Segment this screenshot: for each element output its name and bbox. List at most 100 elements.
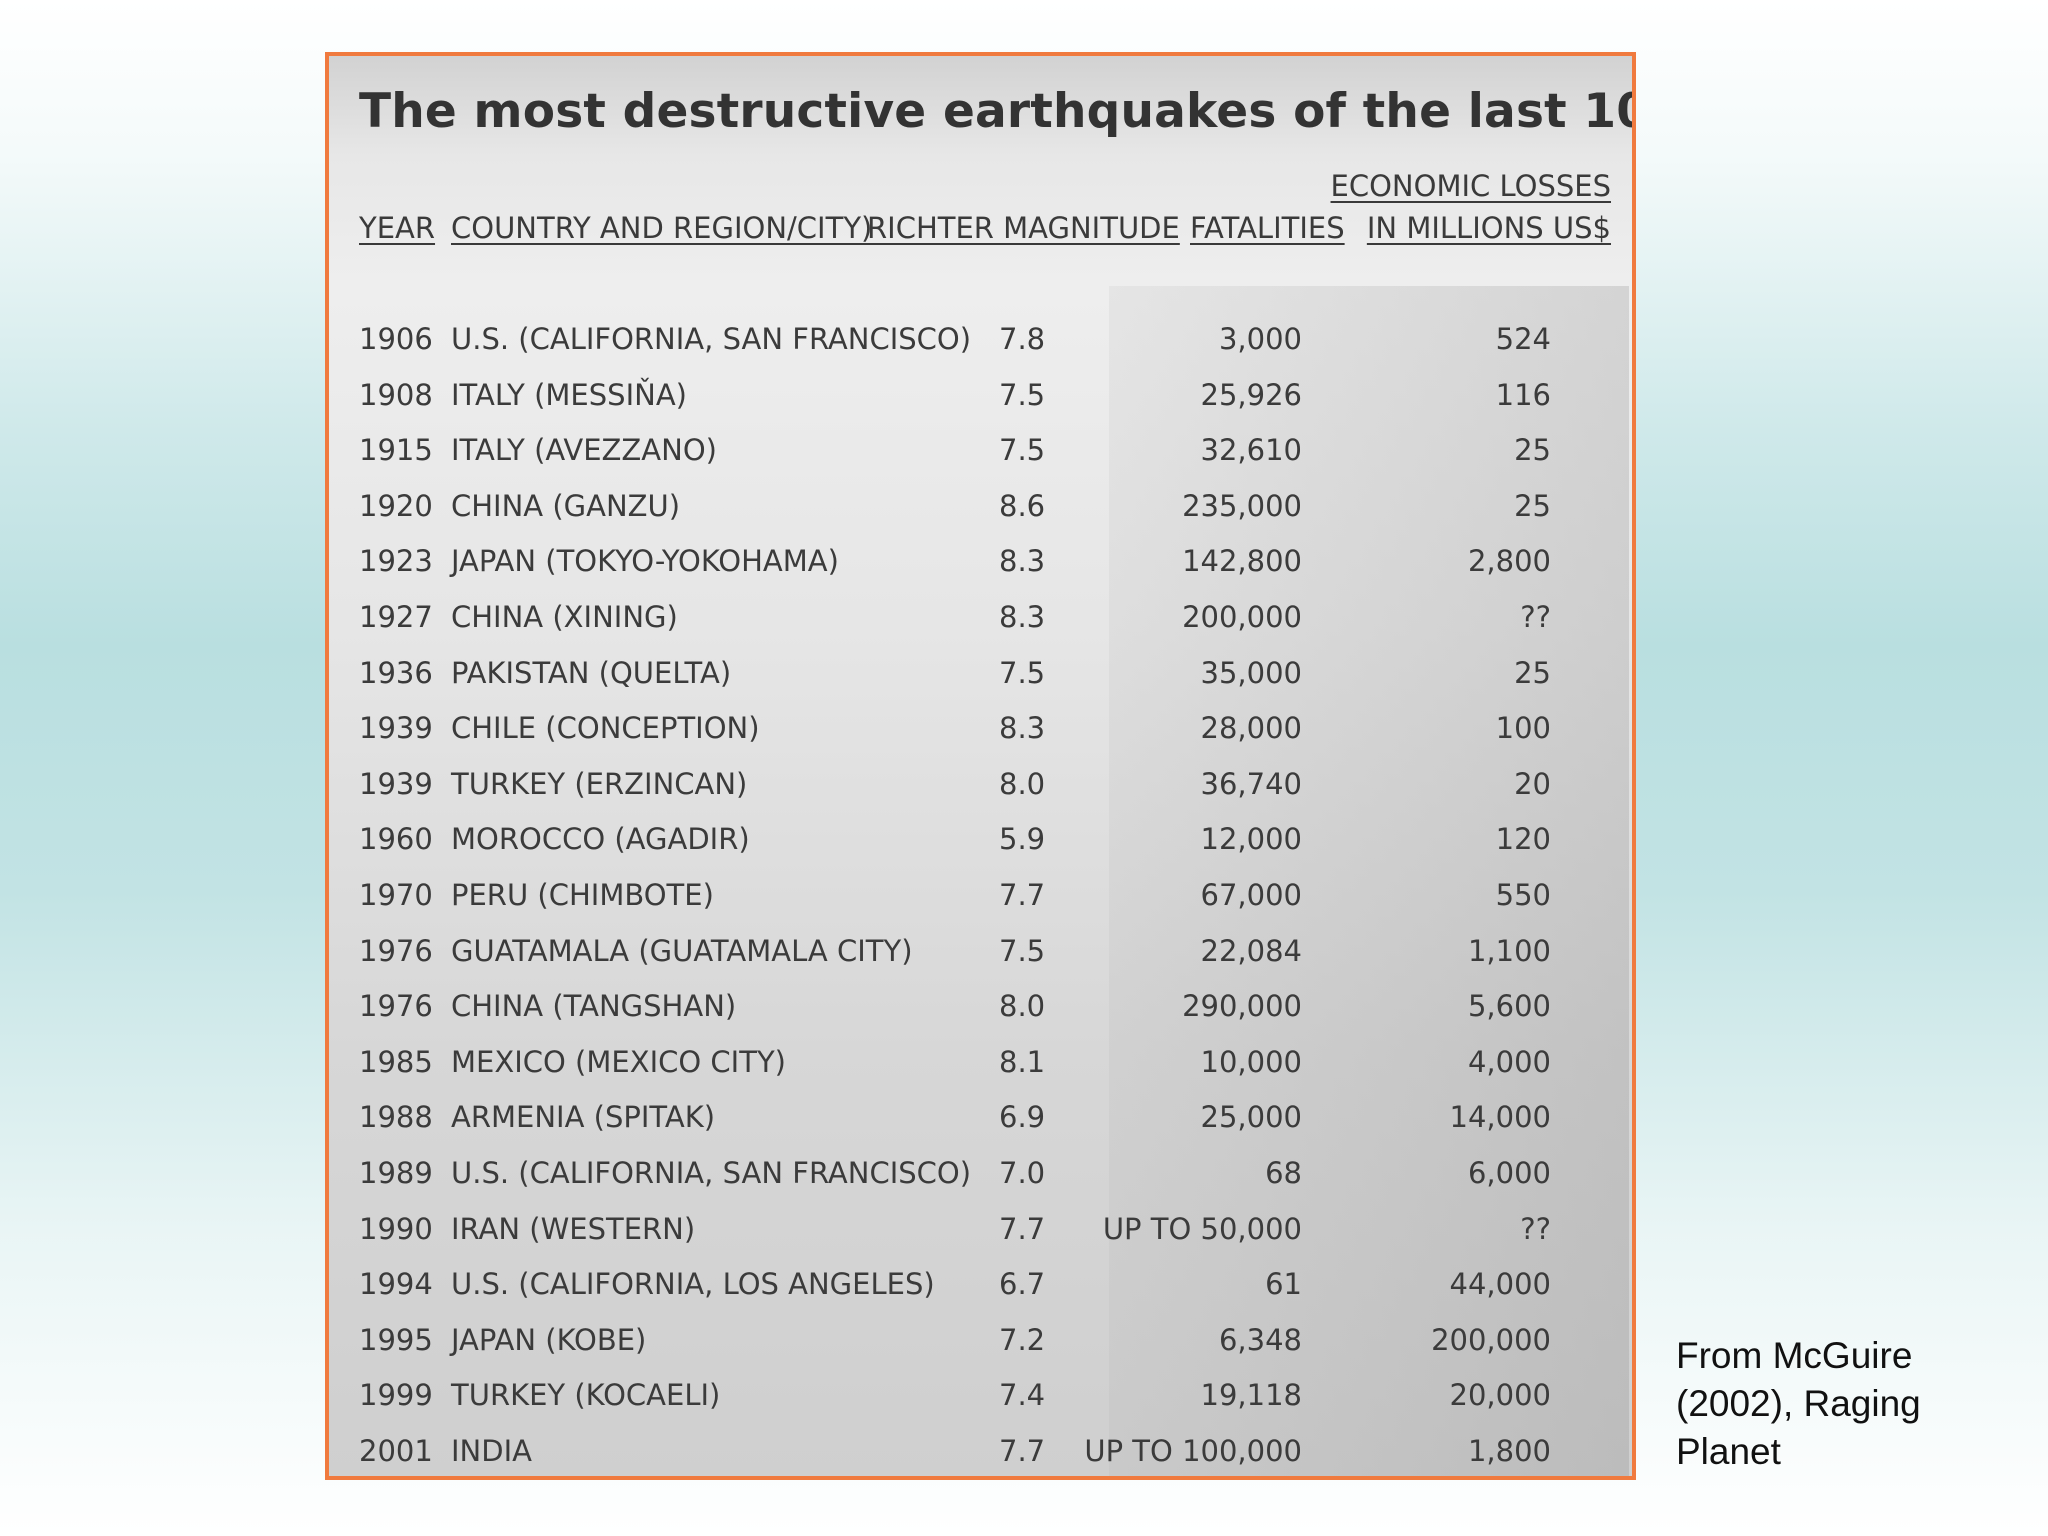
cell-year: 1985 bbox=[359, 1044, 433, 1079]
cell-magnitude: 7.0 bbox=[999, 1155, 1046, 1190]
cell-fatalities: 67,000 bbox=[1200, 877, 1302, 912]
cell-magnitude: 7.7 bbox=[999, 877, 1046, 912]
table-row: 1936 PAKISTAN (QUELTA) 7.5 35,000 25 bbox=[329, 646, 1632, 702]
cell-magnitude: 7.7 bbox=[999, 1211, 1046, 1246]
cell-year: 1939 bbox=[359, 711, 433, 746]
cell-magnitude: 6.9 bbox=[999, 1100, 1046, 1135]
cell-year: 1920 bbox=[359, 488, 433, 523]
cell-magnitude: 8.3 bbox=[999, 544, 1046, 579]
credit-line: (2002), Raging bbox=[1676, 1383, 1921, 1424]
cell-losses: 550 bbox=[1495, 877, 1551, 912]
cell-year: 1939 bbox=[359, 766, 433, 801]
table-row: 1906 U.S. (CALIFORNIA, SAN FRANCISCO) 7.8 3… bbox=[329, 312, 1632, 368]
cell-year: 1999 bbox=[359, 1378, 433, 1413]
cell-fatalities: 32,610 bbox=[1200, 433, 1302, 468]
table-row: 1995 JAPAN (KOBE) 7.2 6,348 200,000 bbox=[329, 1313, 1632, 1369]
cell-year: 1989 bbox=[359, 1155, 433, 1190]
cell-losses: 4,000 bbox=[1467, 1044, 1551, 1079]
cell-year: 1960 bbox=[359, 822, 433, 857]
cell-country: TURKEY (ERZINCAN) bbox=[451, 766, 748, 801]
cell-losses: 1,800 bbox=[1467, 1433, 1551, 1468]
table-row: 1989 U.S. (CALIFORNIA, SAN FRANCISCO) 7.0 6… bbox=[329, 1146, 1632, 1202]
cell-fatalities: 68 bbox=[1265, 1155, 1302, 1190]
cell-year: 1927 bbox=[359, 599, 433, 634]
cell-losses: ?? bbox=[1520, 1211, 1551, 1246]
cell-fatalities: 142,800 bbox=[1182, 544, 1302, 579]
cell-country: U.S. (CALIFORNIA, SAN FRANCISCO) bbox=[451, 1155, 972, 1190]
cell-magnitude: 7.4 bbox=[999, 1378, 1046, 1413]
cell-fatalities: 3,000 bbox=[1218, 322, 1302, 356]
cell-country: JAPAN (KOBE) bbox=[451, 1322, 647, 1357]
cell-country: CHINA (TANGSHAN) bbox=[451, 989, 737, 1024]
cell-year: 1936 bbox=[359, 655, 433, 690]
cell-year: 1990 bbox=[359, 1211, 433, 1246]
cell-fatalities: UP TO 100,000 bbox=[1084, 1433, 1302, 1468]
table-row: 1994 U.S. (CALIFORNIA, LOS ANGELES) 6.7 61 4… bbox=[329, 1257, 1632, 1313]
header-year: YEAR bbox=[359, 211, 436, 245]
table-row: 1939 TURKEY (ERZINCAN) 8.0 36,740 20 bbox=[329, 757, 1632, 813]
cell-fatalities: 290,000 bbox=[1182, 989, 1302, 1024]
table-row: 1908 ITALY (MESSIŇA) 7.5 25,926 116 bbox=[329, 368, 1632, 424]
cell-losses: 5,600 bbox=[1467, 989, 1551, 1024]
cell-magnitude: 8.0 bbox=[999, 766, 1046, 801]
table-title: The most destructive earthquakes of the … bbox=[359, 84, 1632, 139]
cell-fatalities: 35,000 bbox=[1200, 655, 1302, 690]
table-row: 1970 PERU (CHIMBOTE) 7.7 67,000 550 bbox=[329, 868, 1632, 924]
cell-magnitude: 7.5 bbox=[999, 933, 1046, 968]
cell-magnitude: 8.0 bbox=[999, 989, 1046, 1024]
cell-magnitude: 5.9 bbox=[999, 822, 1046, 857]
cell-fatalities: UP TO 50,000 bbox=[1102, 1211, 1302, 1246]
cell-year: 1988 bbox=[359, 1100, 433, 1135]
table-row: 1915 ITALY (AVEZZANO) 7.5 32,610 25 bbox=[329, 423, 1632, 479]
cell-fatalities: 6,348 bbox=[1218, 1322, 1302, 1357]
cell-magnitude: 6.7 bbox=[999, 1267, 1046, 1302]
cell-losses: 1,100 bbox=[1467, 933, 1551, 968]
header-magnitude: RICHTER MAGNITUDE bbox=[867, 211, 1180, 245]
cell-country: ARMENIA (SPITAK) bbox=[451, 1100, 716, 1135]
header-fatalities: FATALITIES bbox=[1190, 211, 1345, 245]
table-row: 1960 MOROCCO (AGADIR) 5.9 12,000 120 bbox=[329, 812, 1632, 868]
credit-line: From McGuire bbox=[1676, 1335, 1913, 1376]
cell-year: 2001 bbox=[359, 1433, 433, 1468]
cell-fatalities: 10,000 bbox=[1200, 1044, 1302, 1079]
cell-year: 1976 bbox=[359, 989, 433, 1024]
cell-losses: 116 bbox=[1495, 377, 1551, 412]
cell-fatalities: 12,000 bbox=[1200, 822, 1302, 857]
header-country: COUNTRY AND REGION/CITY) bbox=[451, 211, 873, 245]
table-row: 1990 IRAN (WESTERN) 7.7 UP TO 50,000?? bbox=[329, 1202, 1632, 1258]
cell-year: 1976 bbox=[359, 933, 433, 968]
cell-losses: 2,800 bbox=[1467, 544, 1551, 579]
cell-fatalities: 25,000 bbox=[1200, 1100, 1302, 1135]
cell-year: 1923 bbox=[359, 544, 433, 579]
cell-country: CHINA (XINING) bbox=[451, 599, 678, 634]
cell-magnitude: 8.1 bbox=[999, 1044, 1046, 1079]
cell-magnitude: 7.5 bbox=[999, 377, 1046, 412]
cell-fatalities: 235,000 bbox=[1182, 488, 1302, 523]
table-body: 1906 U.S. (CALIFORNIA, SAN FRANCISCO) 7.8 3… bbox=[329, 312, 1632, 1476]
cell-country: MOROCCO (AGADIR) bbox=[451, 822, 750, 857]
cell-losses: 44,000 bbox=[1449, 1267, 1551, 1302]
cell-magnitude: 8.3 bbox=[999, 599, 1046, 634]
cell-magnitude: 8.3 bbox=[999, 711, 1046, 746]
cell-losses: 200,000 bbox=[1431, 1322, 1551, 1357]
cell-year: 1908 bbox=[359, 377, 433, 412]
cell-fatalities: 36,740 bbox=[1200, 766, 1302, 801]
cell-fatalities: 25,926 bbox=[1200, 377, 1302, 412]
cell-country: INDIA bbox=[451, 1433, 532, 1468]
cell-magnitude: 7.8 bbox=[999, 322, 1046, 356]
cell-year: 1970 bbox=[359, 877, 433, 912]
cell-country: PERU (CHIMBOTE) bbox=[451, 877, 714, 912]
table-row: 1985 MEXICO (MEXICO CITY) 8.1 10,000 4,000 bbox=[329, 1035, 1632, 1091]
table-row: 1923 JAPAN (TOKYO-YOKOHAMA) 8.3 142,800 2,80… bbox=[329, 534, 1632, 590]
cell-fatalities: 28,000 bbox=[1200, 711, 1302, 746]
cell-losses: 100 bbox=[1495, 711, 1551, 746]
cell-magnitude: 8.6 bbox=[999, 488, 1046, 523]
cell-country: GUATAMALA (GUATAMALA CITY) bbox=[451, 933, 913, 968]
table-row: 1976 GUATAMALA (GUATAMALA CITY) 7.5 22,084 1… bbox=[329, 924, 1632, 980]
cell-country: PAKISTAN (QUELTA) bbox=[451, 655, 732, 690]
cell-losses: 6,000 bbox=[1467, 1155, 1551, 1190]
source-credit: From McGuire (2002), Raging Planet bbox=[1676, 1332, 2016, 1476]
cell-losses: 120 bbox=[1495, 822, 1551, 857]
cell-country: ITALY (MESSIŇA) bbox=[451, 377, 687, 412]
cell-losses: 20,000 bbox=[1449, 1378, 1551, 1413]
